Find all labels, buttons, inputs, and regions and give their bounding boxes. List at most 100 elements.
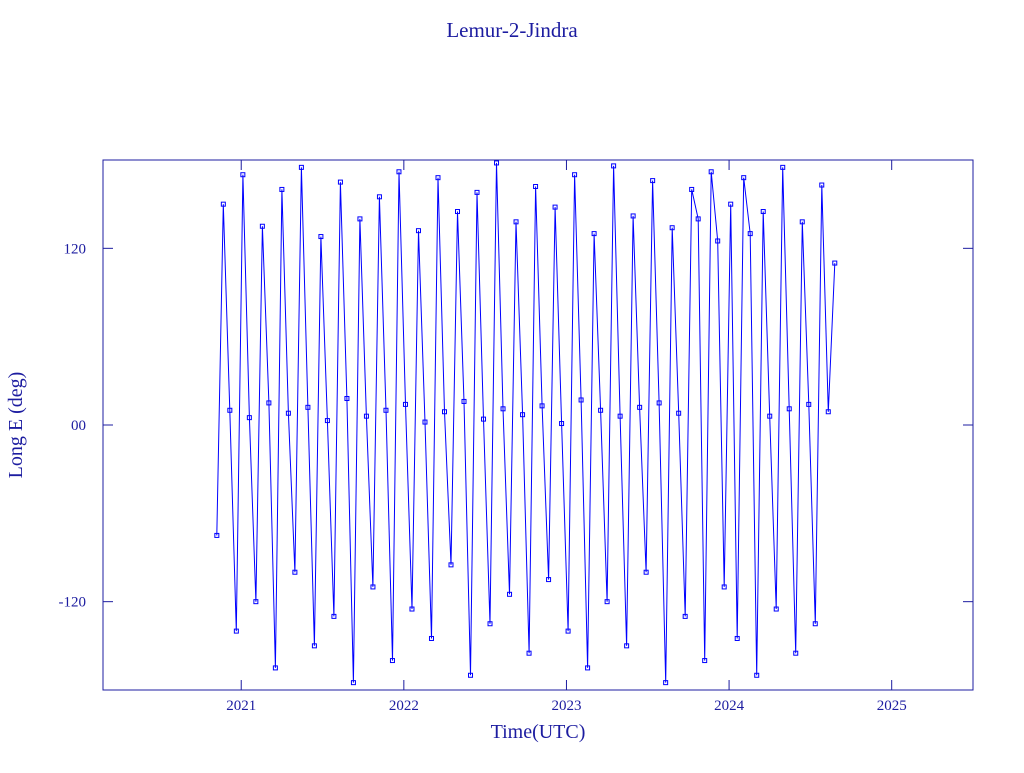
- data-point: [825, 409, 831, 415]
- y-tick-label: 00: [71, 418, 86, 434]
- data-point: [520, 412, 526, 418]
- data-point: [305, 404, 311, 410]
- data-point: [793, 650, 799, 656]
- data-point: [337, 179, 343, 185]
- data-point: [468, 672, 474, 678]
- data-point: [253, 599, 259, 605]
- data-point: [604, 599, 610, 605]
- data-point: [663, 680, 669, 686]
- data-point: [318, 234, 324, 240]
- data-point: [617, 413, 623, 419]
- data-point: [422, 419, 428, 425]
- x-tick-label: 2023: [551, 698, 581, 714]
- data-point: [357, 216, 363, 222]
- data-point: [806, 401, 812, 407]
- data-point: [780, 164, 786, 170]
- data-point: [227, 407, 233, 413]
- data-point: [428, 635, 434, 641]
- data-point: [760, 209, 766, 215]
- data-point: [539, 403, 545, 409]
- data-point: [559, 421, 565, 427]
- data-point: [637, 404, 643, 410]
- data-point: [533, 184, 539, 189]
- data-point: [494, 160, 500, 166]
- data-point: [773, 606, 779, 612]
- data-point: [311, 643, 317, 649]
- data-point: [741, 175, 747, 181]
- data-point: [695, 216, 701, 222]
- data-point: [240, 172, 246, 178]
- data-point: [233, 628, 239, 634]
- data-point: [832, 260, 838, 266]
- data-point: [585, 665, 591, 671]
- data-point: [591, 231, 597, 237]
- data-point: [708, 169, 714, 175]
- data-point: [507, 591, 513, 597]
- data-point: [715, 238, 721, 244]
- data-point: [448, 562, 454, 568]
- data-point: [461, 398, 467, 404]
- data-point: [728, 201, 734, 207]
- data-point: [572, 172, 578, 178]
- data-point: [331, 613, 337, 619]
- data-point: [630, 213, 636, 219]
- data-point: [402, 401, 408, 407]
- x-axis-label: Time(UTC): [491, 721, 586, 743]
- data-point: [689, 186, 695, 192]
- data-point: [292, 569, 298, 575]
- data-point: [819, 182, 825, 188]
- data-point: [455, 209, 461, 215]
- data-point: [676, 410, 682, 416]
- data-point: [656, 400, 662, 406]
- data-point: [266, 400, 272, 406]
- data-point: [611, 163, 617, 169]
- x-tick-label: 2025: [877, 698, 907, 714]
- data-point: [389, 658, 395, 664]
- data-point: [324, 418, 330, 424]
- data-point: [272, 665, 278, 671]
- data-point: [350, 680, 356, 686]
- data-point: [578, 397, 584, 403]
- data-point: [702, 658, 708, 664]
- data-point: [370, 584, 376, 590]
- data-point: [246, 415, 252, 421]
- data-point: [786, 406, 792, 412]
- data-point: [650, 178, 656, 184]
- data-point: [220, 201, 226, 207]
- data-point: [624, 643, 630, 649]
- y-tick-label: 120: [64, 241, 87, 257]
- data-point: [298, 164, 304, 170]
- data-point: [214, 532, 220, 538]
- data-point: [409, 606, 415, 612]
- x-tick-label: 2024: [714, 698, 745, 714]
- data-point: [669, 225, 675, 231]
- data-point: [396, 169, 402, 175]
- data-point: [481, 416, 487, 422]
- chart-title: Lemur-2-Jindra: [446, 18, 578, 42]
- data-line: [216, 162, 836, 683]
- data-point: [279, 186, 285, 192]
- data-point: [747, 231, 753, 237]
- data-point: [363, 413, 369, 419]
- data-point: [500, 406, 506, 412]
- data-point: [767, 413, 773, 419]
- data-point: [754, 672, 760, 678]
- y-tick-label: -120: [59, 595, 87, 611]
- data-point: [344, 396, 350, 401]
- data-point: [565, 628, 571, 634]
- data-point: [734, 635, 740, 641]
- data-point: [474, 189, 480, 195]
- data-point: [721, 584, 727, 590]
- data-point: [682, 613, 688, 619]
- plot-frame: [102, 159, 974, 691]
- x-tick-label: 2022: [389, 698, 419, 714]
- data-point: [259, 223, 265, 229]
- data-point: [435, 175, 441, 181]
- x-tick-label: 2021: [226, 698, 256, 714]
- data-point: [285, 410, 291, 416]
- data-point: [799, 219, 805, 225]
- data-point: [546, 577, 552, 583]
- data-point: [376, 194, 382, 200]
